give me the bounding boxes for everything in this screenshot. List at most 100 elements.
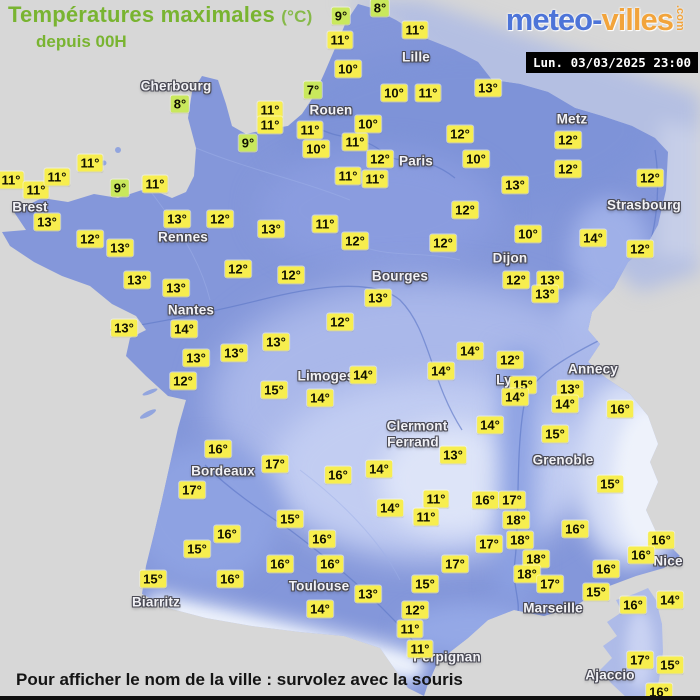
temp-badge[interactable]: 11° xyxy=(407,640,433,658)
temp-badge[interactable]: 16° xyxy=(628,546,654,564)
temp-badge[interactable]: 13° xyxy=(557,380,583,398)
temp-badge[interactable]: 16° xyxy=(472,491,498,509)
temp-badge[interactable]: 16° xyxy=(620,596,646,614)
temp-badge[interactable]: 14° xyxy=(377,499,403,517)
temp-badge[interactable]: 14° xyxy=(307,389,333,407)
meteo-villes-logo[interactable]: meteo-villes .com xyxy=(506,2,686,38)
temp-badge[interactable]: 13° xyxy=(221,344,247,362)
temp-badge[interactable]: 12° xyxy=(637,169,663,187)
temp-badge[interactable]: 12° xyxy=(225,260,251,278)
temp-badge[interactable]: 15° xyxy=(583,583,609,601)
temp-badge[interactable]: 12° xyxy=(503,271,529,289)
temp-badge[interactable]: 16° xyxy=(646,683,672,700)
temp-badge[interactable]: 11° xyxy=(327,31,353,49)
temp-badge[interactable]: 13° xyxy=(34,213,60,231)
temp-badge[interactable]: 13° xyxy=(502,176,528,194)
temp-badge[interactable]: 10° xyxy=(381,84,407,102)
temp-badge[interactable]: 11° xyxy=(44,168,70,186)
temp-badge[interactable]: 11° xyxy=(142,175,168,193)
temp-badge[interactable]: 11° xyxy=(0,171,24,189)
temp-badge[interactable]: 10° xyxy=(303,140,329,158)
temp-badge[interactable]: 16° xyxy=(309,530,335,548)
temp-badge[interactable]: 16° xyxy=(214,525,240,543)
temp-badge[interactable]: 13° xyxy=(365,289,391,307)
temp-badge[interactable]: 14° xyxy=(580,229,606,247)
temp-badge[interactable]: 13° xyxy=(537,271,563,289)
temp-badge[interactable]: 17° xyxy=(442,555,468,573)
temp-badge[interactable]: 13° xyxy=(532,285,558,303)
temp-badge[interactable]: 14° xyxy=(552,395,578,413)
temp-badge[interactable]: 12° xyxy=(367,150,393,168)
temp-badge[interactable]: 12° xyxy=(555,160,581,178)
temp-badge[interactable]: 12° xyxy=(278,266,304,284)
temp-badge[interactable]: 16° xyxy=(593,560,619,578)
temp-badge[interactable]: 11° xyxy=(23,181,49,199)
temp-badge[interactable]: 14° xyxy=(350,366,376,384)
temp-badge[interactable]: 16° xyxy=(648,531,674,549)
temp-badge[interactable]: 17° xyxy=(627,651,653,669)
temp-badge[interactable]: 12° xyxy=(170,372,196,390)
temp-badge[interactable]: 16° xyxy=(607,400,633,418)
temp-badge[interactable]: 15° xyxy=(261,381,287,399)
temp-badge[interactable]: 12° xyxy=(447,125,473,143)
temp-badge[interactable]: 16° xyxy=(562,520,588,538)
temp-badge[interactable]: 14° xyxy=(502,388,528,406)
temp-badge[interactable]: 16° xyxy=(325,466,351,484)
temp-badge[interactable]: 13° xyxy=(107,239,133,257)
temp-badge[interactable]: 12° xyxy=(207,210,233,228)
temp-badge[interactable]: 18° xyxy=(523,550,549,568)
temp-badge[interactable]: 18° xyxy=(503,511,529,529)
temp-badge[interactable]: 13° xyxy=(475,79,501,97)
temp-badge[interactable]: 14° xyxy=(171,320,197,338)
temp-badge[interactable]: 14° xyxy=(457,342,483,360)
temp-badge[interactable]: 15° xyxy=(184,540,210,558)
temp-badge[interactable]: 8° xyxy=(370,0,390,17)
temp-badge[interactable]: 17° xyxy=(537,575,563,593)
temp-badge[interactable]: 12° xyxy=(327,313,353,331)
temp-badge[interactable]: 13° xyxy=(164,210,190,228)
temp-badge[interactable]: 11° xyxy=(362,170,388,188)
temp-badge[interactable]: 14° xyxy=(307,600,333,618)
temp-badge[interactable]: 13° xyxy=(111,319,137,337)
temp-badge[interactable]: 11° xyxy=(402,21,428,39)
temp-badge[interactable]: 18° xyxy=(514,565,540,583)
temp-badge[interactable]: 12° xyxy=(402,601,428,619)
temp-badge[interactable]: 9° xyxy=(238,134,258,152)
temp-badge[interactable]: 11° xyxy=(342,133,368,151)
temp-badge[interactable]: 16° xyxy=(317,555,343,573)
temp-badge[interactable]: 15° xyxy=(412,575,438,593)
temp-badge[interactable]: 8° xyxy=(170,95,190,113)
temp-badge[interactable]: 12° xyxy=(555,131,581,149)
temp-badge[interactable]: 15° xyxy=(542,425,568,443)
temp-badge[interactable]: 16° xyxy=(217,570,243,588)
temp-badge[interactable]: 11° xyxy=(297,121,323,139)
temp-badge[interactable]: 14° xyxy=(477,416,503,434)
temp-badge[interactable]: 11° xyxy=(413,508,439,526)
temp-badge[interactable]: 15° xyxy=(140,570,166,588)
temp-badge[interactable]: 18° xyxy=(507,531,533,549)
temp-badge[interactable]: 15° xyxy=(277,510,303,528)
temp-badge[interactable]: 12° xyxy=(77,230,103,248)
temp-badge[interactable]: 13° xyxy=(183,349,209,367)
temp-badge[interactable]: 12° xyxy=(430,234,456,252)
temp-badge[interactable]: 11° xyxy=(257,116,283,134)
temp-badge[interactable]: 17° xyxy=(476,535,502,553)
temp-badge[interactable]: 11° xyxy=(423,490,449,508)
temp-badge[interactable]: 11° xyxy=(312,215,338,233)
temp-badge[interactable]: 10° xyxy=(355,115,381,133)
temp-badge[interactable]: 12° xyxy=(342,232,368,250)
temp-badge[interactable]: 11° xyxy=(415,84,441,102)
temp-badge[interactable]: 12° xyxy=(497,351,523,369)
temp-badge[interactable]: 16° xyxy=(205,440,231,458)
temp-badge[interactable]: 13° xyxy=(258,220,284,238)
temp-badge[interactable]: 12° xyxy=(452,201,478,219)
temp-badge[interactable]: 17° xyxy=(179,481,205,499)
temp-badge[interactable]: 14° xyxy=(428,362,454,380)
temp-badge[interactable]: 14° xyxy=(366,460,392,478)
temp-badge[interactable]: 13° xyxy=(163,279,189,297)
temp-badge[interactable]: 12° xyxy=(627,240,653,258)
temp-badge[interactable]: 16° xyxy=(267,555,293,573)
temp-badge[interactable]: 13° xyxy=(440,446,466,464)
temp-badge[interactable]: 15° xyxy=(597,475,623,493)
temp-badge[interactable]: 10° xyxy=(335,60,361,78)
